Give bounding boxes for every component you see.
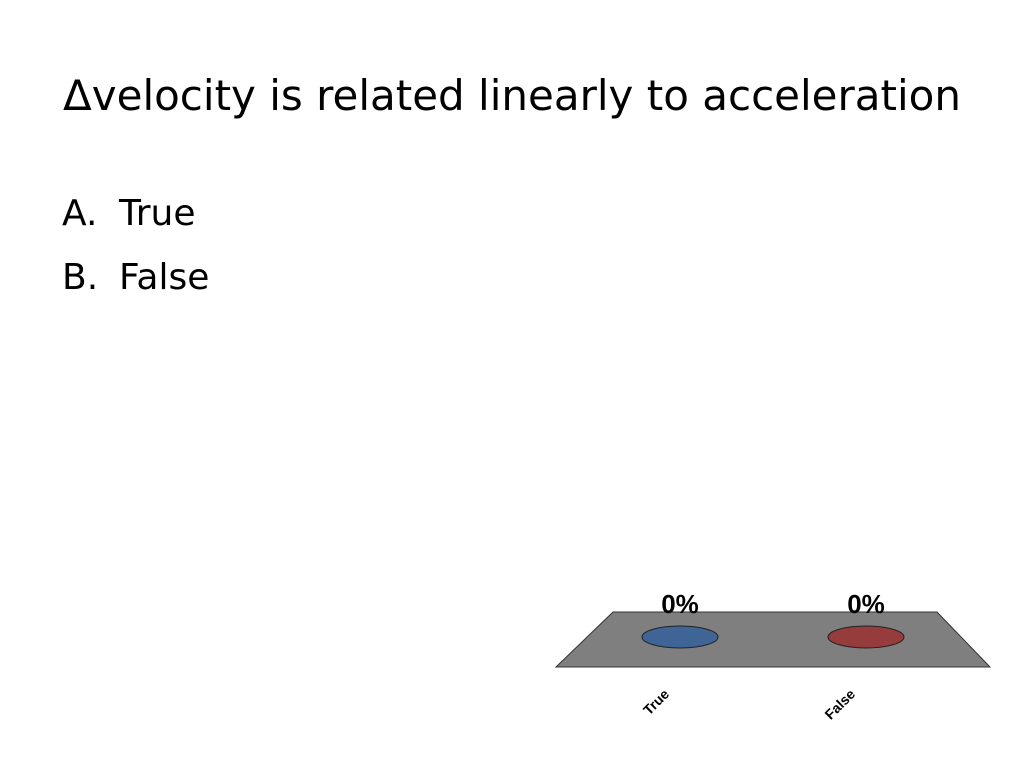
slide-title: Δvelocity is related linearly to acceler… xyxy=(63,71,961,120)
answer-letter: B. xyxy=(62,257,99,298)
answer-list: A. True B. False xyxy=(62,190,209,318)
category-label: False xyxy=(821,686,858,723)
bar-true xyxy=(641,625,719,649)
answer-option-a: A. True xyxy=(62,190,209,254)
bar-false xyxy=(827,625,905,649)
chart-floor xyxy=(554,611,992,668)
answer-option-b: B. False xyxy=(62,254,209,318)
answer-text: True xyxy=(119,193,196,234)
poll-results-chart: 0% True 0% False xyxy=(540,575,1010,755)
data-label: 0% xyxy=(661,589,699,619)
answer-text: False xyxy=(119,257,210,298)
answer-letter: A. xyxy=(62,193,98,234)
category-label: True xyxy=(640,686,672,718)
poll-chart-svg: 0% True 0% False xyxy=(554,589,992,723)
data-label: 0% xyxy=(847,589,885,619)
